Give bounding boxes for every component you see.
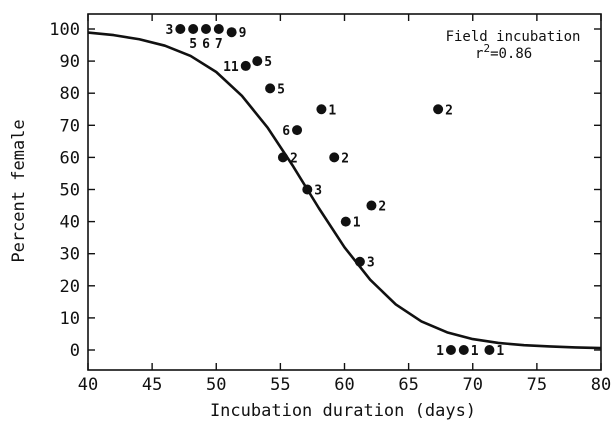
point-label: 2 (445, 103, 453, 118)
point-label: 2 (341, 151, 349, 166)
annotation-r-prefix: r (475, 46, 483, 62)
point-label: 5 (264, 55, 272, 70)
point-label: 1 (353, 216, 361, 231)
y-tick-label: 80 (60, 84, 80, 104)
x-tick-label: 40 (78, 375, 98, 395)
point-label: 1 (496, 344, 504, 359)
annotation-r-sup: 2 (483, 42, 490, 55)
point-label: 3 (367, 256, 375, 271)
point-label: 2 (290, 151, 298, 166)
y-tick-label: 10 (60, 309, 80, 329)
point-label: 9 (239, 26, 247, 41)
data-point (277, 152, 288, 163)
point-label: 3 (314, 184, 322, 199)
y-tick-label: 100 (49, 20, 80, 40)
y-tick-label: 0 (70, 341, 80, 361)
plot-frame (87, 13, 602, 371)
data-point (252, 56, 263, 67)
data-point (433, 104, 444, 115)
point-label: 1 (328, 103, 336, 118)
data-point (329, 152, 340, 163)
data-point (340, 216, 351, 227)
data-point (226, 27, 237, 38)
data-point (302, 184, 313, 195)
data-point (188, 24, 199, 34)
y-axis-title: Percent female (9, 119, 29, 262)
y-tick-label: 40 (60, 213, 80, 233)
data-point (366, 200, 377, 211)
x-tick-label: 50 (206, 375, 226, 395)
y-tick-label: 20 (60, 277, 80, 297)
x-tick-label: 80 (591, 375, 611, 395)
annotation-r2: r2=0.86 (475, 42, 532, 62)
point-label: 11 (223, 60, 239, 75)
x-tick-label: 60 (334, 375, 354, 395)
y-tick-label: 50 (60, 181, 80, 201)
x-tick-label: 70 (463, 375, 483, 395)
point-label: 1 (471, 344, 479, 359)
data-point (316, 104, 327, 115)
data-point (240, 60, 251, 71)
point-label: 5 (189, 37, 197, 52)
data-point (175, 24, 186, 34)
data-point (265, 83, 276, 94)
x-tick-label: 65 (398, 375, 418, 395)
point-label: 6 (282, 124, 290, 139)
fit-curve-line (87, 31, 602, 350)
point-label: 5 (277, 82, 285, 97)
point-label: 2 (378, 200, 386, 215)
y-tick-label: 60 (60, 148, 80, 168)
point-label: 3 (166, 23, 174, 38)
annotation-r-value: =0.86 (490, 46, 532, 62)
x-axis: 40 45 50 55 60 65 70 75 80 (78, 14, 611, 395)
y-tick-label: 90 (60, 52, 80, 72)
y-tick-label: 30 (60, 245, 80, 265)
point-label: 7 (215, 37, 223, 52)
data-point (445, 345, 456, 355)
data-point (484, 345, 495, 355)
fit-curve (87, 31, 602, 350)
y-axis: 0 10 20 30 40 50 60 70 80 90 100 (49, 20, 601, 361)
data-point (458, 345, 469, 355)
point-label: 6 (202, 37, 210, 52)
x-axis-title: Incubation duration (days) (210, 401, 476, 421)
data-point (200, 24, 211, 34)
x-tick-label: 75 (527, 375, 547, 395)
annotation-title: Field incubation (446, 29, 581, 45)
data-point (213, 24, 224, 34)
point-label: 1 (436, 344, 444, 359)
data-point (292, 125, 303, 136)
data-point (354, 256, 365, 267)
x-tick-label: 55 (270, 375, 290, 395)
y-tick-label: 70 (60, 116, 80, 136)
x-tick-label: 45 (142, 375, 162, 395)
